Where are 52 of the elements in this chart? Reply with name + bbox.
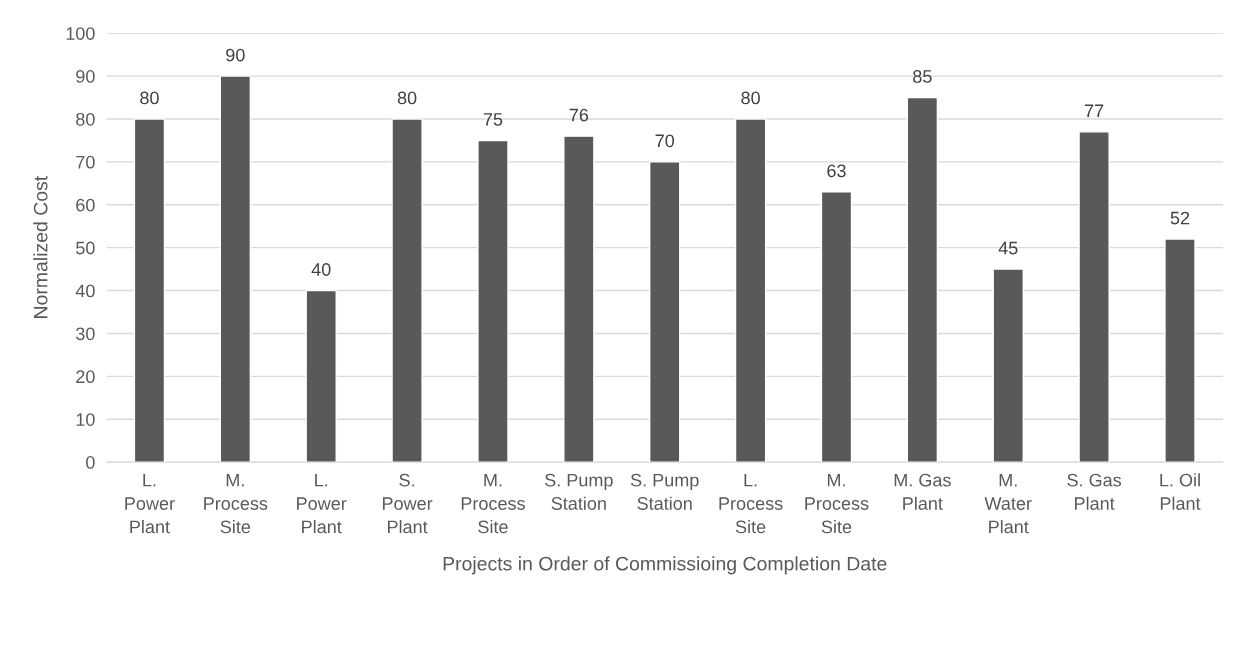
data-label: 63	[827, 164, 846, 178]
x-axis-title: Projects in Order of Commissioing Completion Date	[443, 556, 887, 575]
y-tick-label: 30	[76, 327, 95, 341]
y-tick-label: 20	[76, 370, 95, 384]
y-tick-label: 10	[76, 413, 95, 426]
bar	[477, 139, 509, 463]
bar	[906, 96, 939, 463]
y-tick-label: 100	[66, 27, 95, 40]
x-tick-label: S. Pump Station	[630, 473, 699, 510]
bar	[133, 118, 166, 463]
x-tick-label: L. Oil Plant	[1160, 473, 1201, 510]
data-label: 45	[998, 241, 1018, 255]
bar	[219, 75, 252, 463]
x-tick-label: M. Process Site	[461, 473, 525, 534]
data-label: 40	[311, 263, 331, 276]
data-label: 90	[226, 48, 245, 62]
x-tick-label: L. Process Site	[719, 473, 783, 534]
x-tick-label: L. Power Plant	[297, 473, 347, 534]
bar	[734, 118, 767, 463]
y-tick-label: 90	[76, 70, 95, 83]
bar	[992, 268, 1024, 463]
y-tick-label: 70	[76, 155, 95, 169]
data-label: 76	[569, 108, 589, 122]
x-tick-label: S. Gas Plant	[1067, 473, 1122, 510]
data-label: 75	[483, 113, 503, 126]
bar	[648, 161, 681, 463]
bar	[1078, 131, 1110, 463]
bar	[1164, 238, 1196, 463]
x-tick-label: M. Gas Plant	[894, 473, 951, 510]
x-tick-label: S. Pump Station	[545, 473, 613, 510]
x-tick-label: L. Power Plant	[125, 473, 175, 534]
x-tick-label: S. Power Plant	[382, 473, 433, 534]
y-tick-label: 50	[76, 241, 95, 255]
data-label: 70	[655, 134, 675, 148]
x-tick-label: M. Water Plant	[984, 473, 1032, 534]
bar	[305, 289, 337, 463]
data-label: 85	[913, 70, 932, 83]
y-tick-label: 80	[76, 112, 95, 126]
bar	[820, 191, 853, 463]
bar	[563, 135, 595, 463]
data-label: 77	[1084, 104, 1104, 117]
y-tick-label: 40	[75, 284, 95, 298]
data-label: 52	[1170, 211, 1190, 225]
data-label: 80	[397, 91, 417, 105]
x-tick-label: M. Process Site	[204, 473, 268, 534]
bar	[391, 118, 423, 463]
y-tick-label: 0	[86, 456, 95, 469]
data-label: 80	[140, 91, 159, 105]
y-tick-label: 60	[76, 198, 95, 212]
data-label: 80	[741, 91, 760, 105]
y-axis-title: Normalized Cost	[33, 175, 48, 318]
x-tick-label: M. Process Site	[805, 473, 869, 534]
